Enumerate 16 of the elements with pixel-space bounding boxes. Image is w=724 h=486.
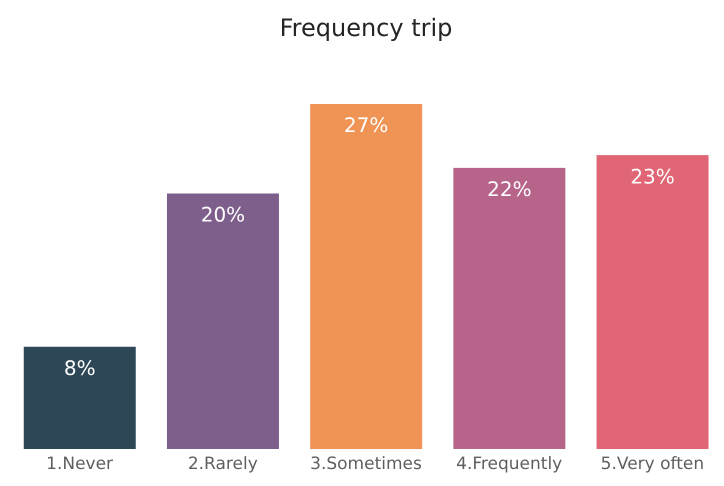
x-tick-label: 4.Frequently	[456, 454, 562, 474]
chart-title: Frequency trip	[278, 13, 454, 44]
data-label: 27%	[344, 113, 388, 138]
bar	[24, 346, 136, 449]
data-label: 8%	[64, 356, 96, 380]
bar	[310, 104, 422, 449]
data-label: 20%	[200, 202, 246, 227]
x-tick-label: 3.Sometimes	[310, 454, 422, 474]
data-label: 22%	[487, 177, 532, 202]
bar	[453, 168, 566, 449]
x-tick-label: 5.Very often	[600, 454, 704, 474]
bar	[596, 155, 709, 449]
bar	[166, 193, 279, 449]
x-tick-label: 2.Rarely	[188, 454, 258, 474]
x-tick-label: 1.Never	[46, 454, 114, 474]
data-label: 23%	[630, 164, 675, 188]
